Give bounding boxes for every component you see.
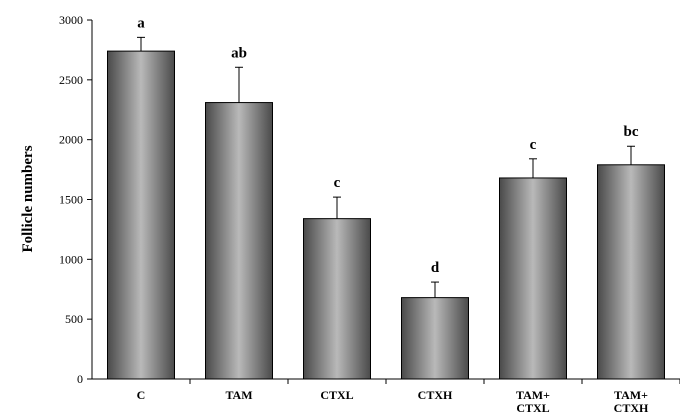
bar bbox=[401, 297, 469, 380]
x-tick-label: TAM bbox=[225, 388, 252, 402]
x-tick-label: TAM+ bbox=[516, 388, 550, 402]
error-bars bbox=[137, 36, 635, 298]
y-tick-label: 0 bbox=[77, 372, 83, 386]
significance-label: d bbox=[431, 260, 440, 276]
x-tick-label: C bbox=[137, 388, 146, 402]
x-tick-label: CTXL bbox=[516, 401, 549, 415]
y-tick-label: 2500 bbox=[59, 73, 83, 87]
y-axis-title-group: Follicle numbers bbox=[20, 145, 36, 252]
bar bbox=[107, 50, 175, 380]
significance-label: c bbox=[334, 175, 341, 191]
significance-label: bc bbox=[624, 124, 639, 140]
significance-labels: a ab c d c bc bbox=[137, 15, 639, 276]
bar bbox=[205, 102, 273, 380]
y-ticks: 0 500 1000 1500 2000 2500 3000 bbox=[59, 13, 92, 386]
y-tick-label: 1500 bbox=[59, 193, 83, 207]
axes bbox=[91, 20, 680, 380]
x-tick-label: CTXH bbox=[614, 401, 649, 415]
significance-label: ab bbox=[231, 45, 247, 61]
x-tick-label: TAM+ bbox=[614, 388, 648, 402]
y-tick-label: 1000 bbox=[59, 252, 83, 266]
bar bbox=[597, 164, 665, 380]
x-tick-label: CTXH bbox=[418, 388, 453, 402]
significance-label: c bbox=[530, 137, 537, 153]
bar bbox=[499, 177, 567, 380]
y-tick-label: 500 bbox=[65, 312, 83, 326]
bars bbox=[107, 50, 665, 380]
y-tick-label: 2000 bbox=[59, 133, 83, 147]
y-axis-title: Follicle numbers bbox=[20, 145, 36, 252]
bar bbox=[303, 218, 371, 380]
significance-label: a bbox=[137, 15, 145, 31]
y-tick-label: 3000 bbox=[59, 13, 83, 27]
x-tick-label: CTXL bbox=[320, 388, 353, 402]
